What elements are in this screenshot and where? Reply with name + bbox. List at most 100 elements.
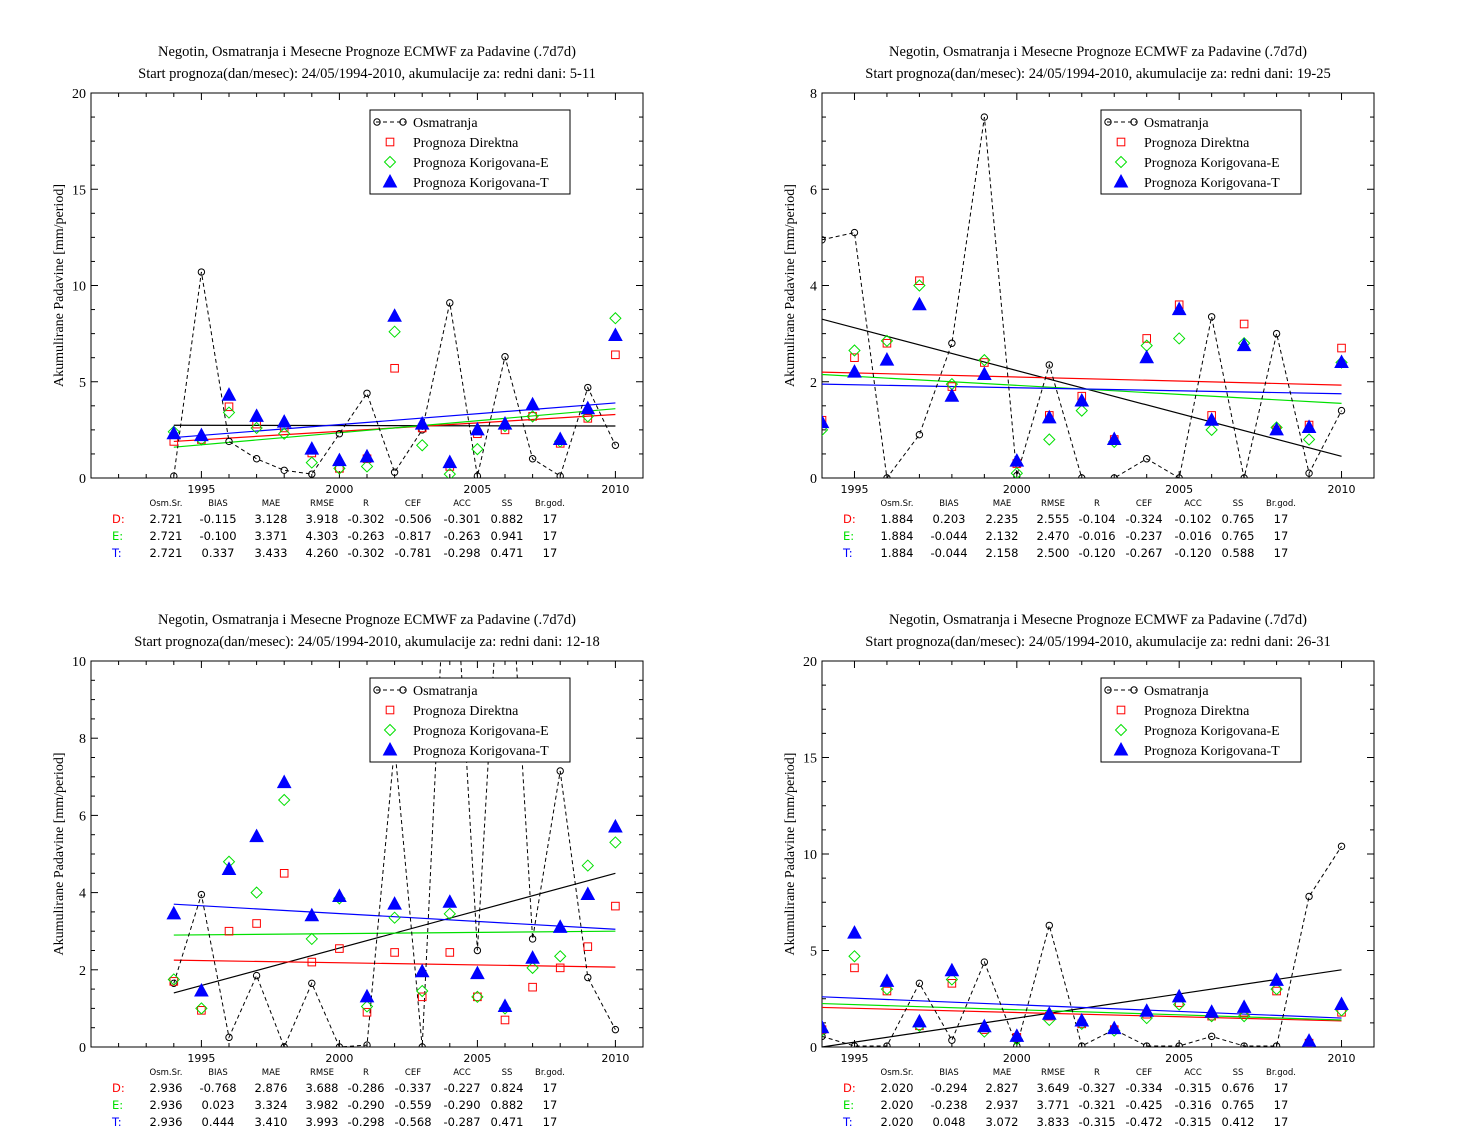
- data-point-obs: [980, 958, 989, 966]
- stats-cell: -0.227: [443, 1081, 480, 1095]
- y-axis-label: Akumulirane Padavine [mm/period]: [783, 753, 798, 956]
- data-point-obs: [584, 973, 592, 982]
- stats-cell: -0.768: [199, 1081, 236, 1095]
- data-point-obs: [948, 339, 956, 347]
- data-point-T: [1009, 453, 1025, 467]
- chart-subtitle: Start prognoza(dan/mesec): 24/05/1994-20…: [865, 66, 1330, 82]
- data-point-T: [304, 441, 320, 455]
- stats-row-label-T: T:: [111, 1115, 122, 1129]
- data-point-T: [1334, 354, 1349, 368]
- data-point-D: [611, 901, 620, 911]
- legend-marker-obs: [373, 118, 381, 126]
- data-point-T: [879, 352, 895, 366]
- data-point-E: [250, 421, 263, 435]
- stats-header: Osm.Sr.: [881, 1068, 914, 1078]
- stats-row-label-D: D:: [843, 512, 856, 526]
- data-point-D: [417, 992, 427, 1002]
- data-point-T: [276, 414, 292, 428]
- data-point-obs: [1143, 1042, 1151, 1047]
- data-point-T: [442, 454, 458, 469]
- data-point-T: [497, 998, 513, 1012]
- chart-panel-1: Negotin, Osmatranja i Mesecne Prognoze E…: [52, 44, 644, 560]
- stats-cell: 17: [543, 1115, 558, 1129]
- stats-cell: 0.882: [491, 1098, 524, 1112]
- data-point-E: [581, 410, 595, 423]
- stats-row-label-T: T:: [842, 546, 853, 560]
- data-point-T: [497, 416, 513, 430]
- data-point-obs: [948, 1036, 956, 1044]
- legend-label-E: Prognoza Korigovana-E: [1144, 724, 1280, 739]
- data-point-T: [359, 448, 375, 463]
- stats-cell: 2.937: [986, 1098, 1019, 1112]
- stats-header: RMSE: [310, 1068, 334, 1078]
- legend-box: [369, 109, 571, 195]
- x-tick-label: 2000: [325, 1052, 353, 1065]
- y-tick-label: 15: [72, 183, 86, 198]
- data-point-obs: [225, 1033, 233, 1042]
- data-point-E: [880, 334, 894, 348]
- data-point-E: [360, 460, 374, 473]
- stats-cell: 0.765: [1222, 512, 1255, 526]
- data-point-D: [947, 979, 957, 988]
- data-point-E: [250, 886, 263, 899]
- plot-area: [822, 113, 1349, 478]
- legend-label-obs: Osmatranja: [413, 684, 478, 699]
- data-point-obs: [280, 1043, 288, 1047]
- chart-subtitle: Start prognoza(dan/mesec): 24/05/1994-20…: [138, 66, 596, 82]
- x-tick-label: 2000: [1003, 483, 1031, 496]
- data-point-E: [848, 344, 861, 357]
- stats-cell: -0.290: [347, 1098, 384, 1112]
- plot-area: [166, 661, 623, 1047]
- data-point-D: [279, 869, 289, 878]
- stats-cell: 3.072: [986, 1115, 1019, 1129]
- y-tick-label: 4: [79, 887, 86, 902]
- data-point-E: [277, 793, 291, 807]
- stats-cell: 0.203: [933, 512, 966, 526]
- stats-cell: 17: [1274, 529, 1289, 543]
- data-point-obs: [1045, 361, 1053, 369]
- stats-header: BIAS: [208, 1068, 228, 1078]
- data-point-T: [1204, 1004, 1219, 1018]
- stats-cell: -0.016: [1078, 529, 1115, 543]
- stats-cell: -0.559: [394, 1098, 431, 1112]
- y-tick-label: 5: [79, 376, 86, 391]
- data-point-E: [388, 911, 401, 924]
- x-tick-label: 2000: [1003, 1052, 1031, 1065]
- data-point-T: [1269, 421, 1284, 436]
- stats-header: SS: [502, 499, 513, 509]
- stats-cell: -0.472: [1125, 1115, 1162, 1129]
- data-point-T: [912, 296, 927, 311]
- stats-row-label-T: T:: [842, 1115, 853, 1129]
- data-point-obs: [197, 268, 206, 276]
- data-point-E: [222, 406, 236, 419]
- stats-cell: -0.301: [443, 512, 480, 526]
- data-point-T: [359, 988, 375, 1003]
- stats-header: ACC: [453, 1068, 471, 1078]
- data-point-obs: [390, 468, 399, 476]
- stats-cell: 3.993: [306, 1115, 339, 1129]
- data-point-D: [197, 1006, 206, 1015]
- stats-cell: 2.721: [150, 546, 183, 560]
- legend: Osmatranja Prognoza Direktna Prognoza Kori…: [1100, 109, 1302, 195]
- stats-cell: -0.100: [199, 529, 236, 543]
- data-point-T: [249, 408, 264, 422]
- stats-cell: 3.649: [1037, 1081, 1070, 1095]
- y-tick-label: 0: [79, 472, 86, 487]
- stats-table: Osm.Sr. BIAS MAE RMSE R CEF ACC SS Br.god. D: 2.72…: [111, 499, 565, 560]
- data-point-obs: [473, 946, 482, 955]
- data-point-obs: [1175, 1042, 1183, 1047]
- data-point-obs: [915, 430, 924, 439]
- stats-row-label-D: D:: [112, 1081, 125, 1095]
- stats-cell: 2.470: [1037, 529, 1070, 543]
- data-point-T: [304, 907, 320, 922]
- data-point-E: [945, 973, 959, 986]
- data-point-obs: [418, 1043, 426, 1047]
- x-tick-label: 2010: [1328, 483, 1356, 496]
- x-tick-label: 2005: [1165, 483, 1193, 496]
- stats-cell: 3.771: [1037, 1098, 1070, 1112]
- data-point-obs: [335, 1043, 344, 1047]
- stats-cell: -0.267: [1125, 546, 1162, 560]
- data-point-T: [1009, 1028, 1025, 1042]
- stats-cell: -0.315: [1174, 1081, 1211, 1095]
